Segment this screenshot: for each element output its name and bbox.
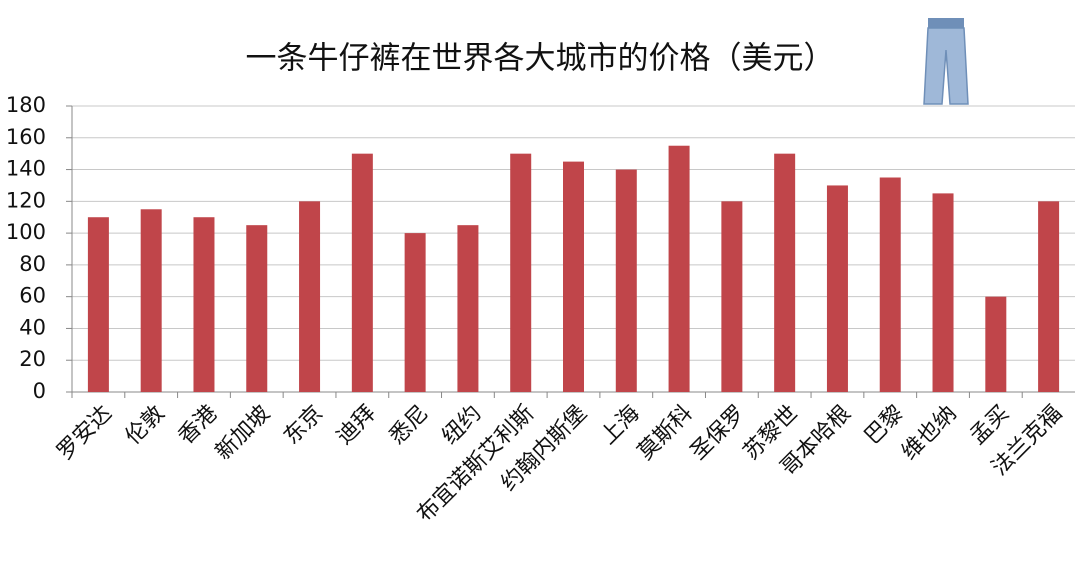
y-tick-label: 20 xyxy=(19,347,46,371)
chart-title: 一条牛仔裤在世界各大城市的价格（美元） xyxy=(246,41,835,77)
y-tick-label: 180 xyxy=(6,93,46,117)
bar xyxy=(87,217,109,392)
x-tick-label: 东京 xyxy=(279,401,328,450)
bar xyxy=(774,153,796,392)
bar xyxy=(615,169,637,392)
y-tick-label: 0 xyxy=(33,379,46,403)
bar xyxy=(140,209,162,392)
x-tick-label: 圣保罗 xyxy=(686,401,750,465)
bar xyxy=(879,177,901,392)
x-tick-label: 维也纳 xyxy=(897,401,961,465)
bar xyxy=(351,153,373,392)
bar xyxy=(457,225,479,392)
bar xyxy=(826,185,848,392)
y-tick-label: 120 xyxy=(6,188,46,212)
bar xyxy=(1038,201,1060,392)
x-tick-label: 新加坡 xyxy=(211,401,275,465)
bar xyxy=(404,233,426,392)
x-tick-label: 迪拜 xyxy=(332,401,381,450)
x-tick-label: 伦敦 xyxy=(121,401,170,450)
y-tick-label: 140 xyxy=(6,157,46,181)
bar xyxy=(510,153,532,392)
bar xyxy=(932,193,954,392)
bar xyxy=(193,217,215,392)
x-tick-label: 莫斯科 xyxy=(633,401,697,465)
y-tick-label: 60 xyxy=(19,284,46,308)
x-tick-label: 悉尼 xyxy=(385,401,434,450)
y-tick-label: 80 xyxy=(19,252,46,276)
y-tick-label: 100 xyxy=(6,220,46,244)
y-tick-label: 160 xyxy=(6,125,46,149)
bar xyxy=(246,225,268,392)
bar xyxy=(985,296,1007,392)
bar xyxy=(563,161,584,392)
bar xyxy=(668,145,690,392)
y-tick-label: 40 xyxy=(19,315,46,339)
jeans-icon xyxy=(923,18,969,105)
bar xyxy=(721,201,743,392)
x-tick-label: 罗安达 xyxy=(53,401,117,465)
bar xyxy=(299,201,321,392)
